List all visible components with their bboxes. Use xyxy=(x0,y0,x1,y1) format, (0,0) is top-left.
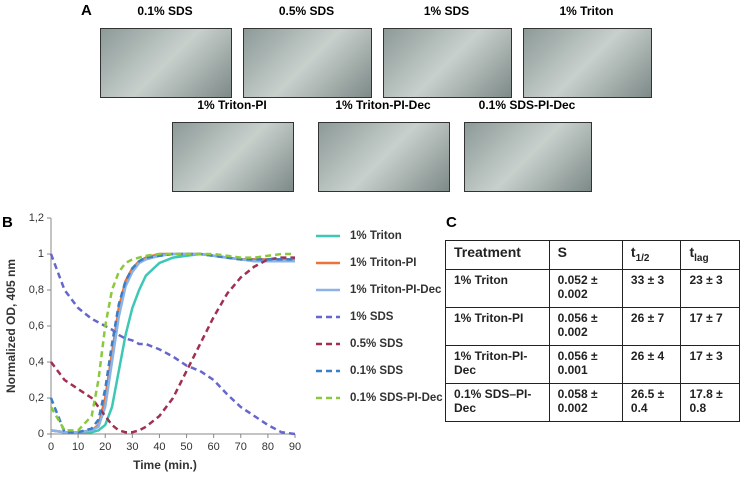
series-line xyxy=(49,252,295,432)
legend-label: 0.1% SDS xyxy=(350,365,404,377)
y-tick-label: 0,4 xyxy=(29,356,44,368)
photo xyxy=(383,28,512,98)
x-tick-label: 50 xyxy=(180,441,192,453)
photo-label: 1% Triton-PI xyxy=(197,98,267,112)
y-tick-label: 0,6 xyxy=(29,320,44,332)
x-tick-label: 80 xyxy=(262,441,274,453)
x-tick-label: 30 xyxy=(126,441,138,453)
table-row: 0.1% SDS–PI-Dec 0.058 ± 0.002 26.5 ± 0.4 17… xyxy=(445,382,740,423)
header-cell: S xyxy=(548,239,623,271)
table-cell: 1% Triton-PI xyxy=(445,307,550,347)
header-cell: tlag xyxy=(680,239,740,271)
x-axis-title: Time (min.) xyxy=(133,458,197,472)
photo xyxy=(523,28,652,98)
table-cell: 17.8 ± 0.8 xyxy=(680,382,740,423)
header-cell: Treatment xyxy=(445,239,550,271)
y-tick-label: 1,2 xyxy=(29,212,44,224)
table-cell: 0.056 ± 0.001 xyxy=(548,345,623,384)
header-text: t xyxy=(689,244,695,260)
panel-label: B xyxy=(2,214,13,231)
y-tick-label: 0,2 xyxy=(29,392,44,404)
y-tick-label: 0,8 xyxy=(29,284,44,296)
table-cell: 23 ± 3 xyxy=(680,269,740,309)
x-tick-label: 10 xyxy=(72,441,84,453)
table-cell: 26.5 ± 0.4 xyxy=(621,382,682,423)
legend-label: 0.1% SDS-PI-Dec xyxy=(350,392,443,404)
photo xyxy=(318,122,450,192)
x-tick-label: 0 xyxy=(48,441,54,453)
photo-label: 0.5% SDS xyxy=(278,4,335,18)
table-cell: 1% Triton-PI-Dec xyxy=(445,345,550,384)
photo-label: 1% Triton-PI-Dec xyxy=(335,98,431,112)
series-line xyxy=(50,252,295,434)
table-cell: 26 ± 7 xyxy=(621,307,682,347)
table-cell: 0.1% SDS–PI-Dec xyxy=(445,382,550,423)
table-cell: 0.052 ± 0.002 xyxy=(548,269,623,309)
y-axis-title: Normalized OD, 405 nm xyxy=(4,259,18,393)
series-line xyxy=(49,253,296,436)
header-cell: t1/2 xyxy=(621,239,682,271)
table-cell: 17 ± 7 xyxy=(680,307,740,347)
header-sub: lag xyxy=(694,252,709,264)
x-tick-label: 20 xyxy=(99,441,111,453)
x-tick-label: 90 xyxy=(289,441,301,453)
photo-label: 0.1% SDS xyxy=(137,4,193,18)
x-tick-label: 40 xyxy=(153,441,165,453)
x-tick-label: 60 xyxy=(208,441,220,453)
panel-label: A xyxy=(81,2,92,19)
y-tick-label: 0 xyxy=(38,428,44,440)
photo xyxy=(243,28,372,98)
series-line xyxy=(50,256,295,434)
table-cell: 0.056 ± 0.002 xyxy=(548,307,623,347)
photo xyxy=(464,122,592,192)
y-tick-label: 1 xyxy=(38,248,44,260)
series-line xyxy=(50,252,295,434)
table-row: 1% Triton 0.052 ± 0.002 33 ± 3 23 ± 3 xyxy=(445,269,740,309)
photo-label: 1% SDS xyxy=(423,4,470,18)
legend-label: 1% SDS xyxy=(350,311,394,323)
photo-label: 1% Triton xyxy=(559,4,614,18)
table-row: 1% Triton-PI 0.056 ± 0.002 26 ± 7 17 ± 7 xyxy=(445,307,740,347)
table-cell: 33 ± 3 xyxy=(621,269,682,309)
table-cell: 1% Triton xyxy=(445,269,550,309)
table-row: 1% Triton-PI-Dec 0.056 ± 0.001 26 ± 4 17 ± … xyxy=(445,345,740,384)
photo xyxy=(172,122,294,192)
legend-label: 1% Triton xyxy=(350,230,402,242)
photo-label: 0.1% SDS-PI-Dec xyxy=(478,98,576,112)
table-cell: 17 ± 3 xyxy=(680,345,740,384)
legend-label: 1% Triton-PI xyxy=(350,257,417,269)
table-cell: 26 ± 4 xyxy=(621,345,682,384)
header-text: t xyxy=(630,244,636,260)
x-tick-label: 70 xyxy=(235,441,247,453)
legend-label: 0.5% SDS xyxy=(350,338,404,350)
table-cell: 0.058 ± 0.002 xyxy=(548,382,623,423)
panel-label: C xyxy=(446,214,457,231)
legend-label: 1% Triton-PI-Dec xyxy=(350,284,442,296)
header-sub: 1/2 xyxy=(635,252,650,264)
photo xyxy=(100,28,232,98)
series-line xyxy=(50,252,295,434)
series-line xyxy=(49,252,295,434)
